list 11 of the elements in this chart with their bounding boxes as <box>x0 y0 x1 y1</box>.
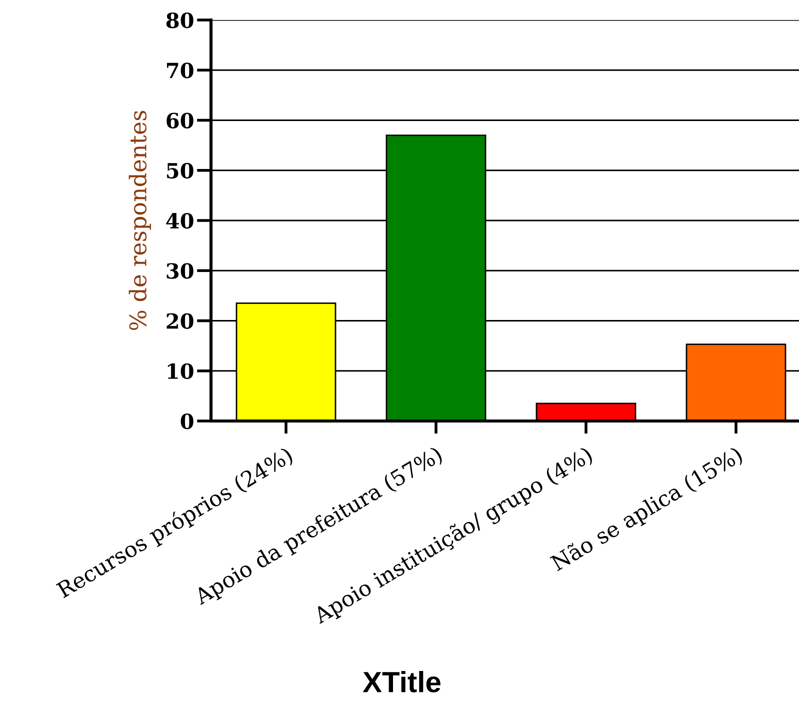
y-tick-label: 20 <box>166 313 194 329</box>
y-tick-label: 60 <box>166 112 194 128</box>
x-axis-title: XTitle <box>362 671 440 692</box>
y-axis-title: % de respondentes <box>128 110 151 330</box>
y-tick-label: 80 <box>166 12 194 28</box>
y-tick-label: 0 <box>180 413 194 430</box>
y-tick-label: 50 <box>167 162 194 179</box>
y-tick-label: 40 <box>166 212 194 229</box>
y-tick-label: 30 <box>166 263 194 279</box>
y-tick-label: 10 <box>168 363 194 380</box>
y-tick-label: 70 <box>166 62 194 78</box>
